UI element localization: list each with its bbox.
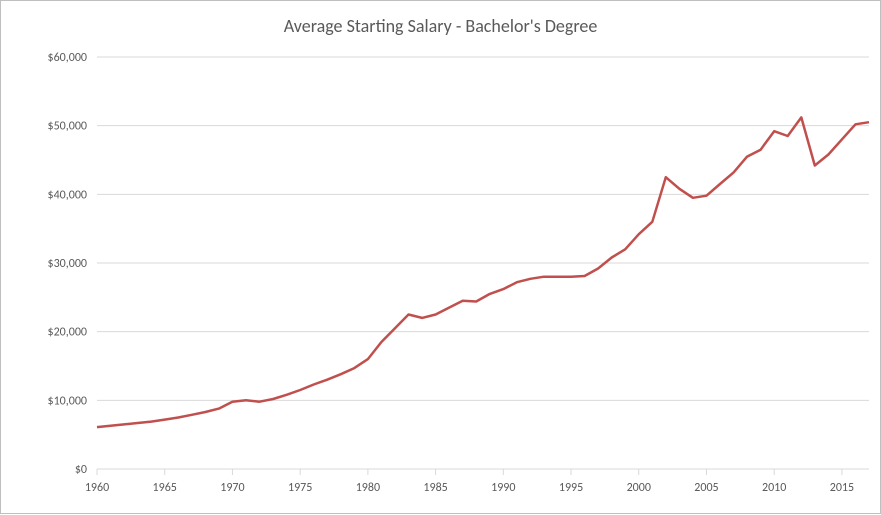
y-tick-label: $10,000 [48, 394, 88, 408]
x-tick-label: 1965 [153, 481, 177, 495]
x-tick-label: 1970 [220, 481, 244, 495]
x-tick-label: 2000 [627, 481, 651, 495]
x-tick-label: 1980 [356, 481, 380, 495]
x-tick-label: 1990 [491, 481, 515, 495]
y-tick-label: $60,000 [48, 51, 88, 65]
data-line [97, 117, 869, 427]
line-chart: Average Starting Salary - Bachelor's Deg… [0, 0, 881, 514]
y-tick-label: $40,000 [48, 188, 88, 202]
chart-svg: $0 $10,000 $20,000 $30,000 $40,000 $50,000 $60… [1, 1, 881, 515]
x-tick-label: 2010 [762, 481, 786, 495]
x-tick-label: 2005 [694, 481, 718, 495]
x-tick-label: 1975 [288, 481, 312, 495]
y-tick-label: $30,000 [48, 257, 88, 271]
y-tick-label: $0 [75, 463, 87, 477]
x-tick-label: 1960 [85, 481, 109, 495]
x-tick-label: 2015 [830, 481, 854, 495]
x-tick-label: 1985 [423, 481, 447, 495]
y-tick-label: $50,000 [48, 120, 88, 134]
x-tick-label: 1995 [559, 481, 583, 495]
y-tick-label: $20,000 [48, 326, 88, 340]
